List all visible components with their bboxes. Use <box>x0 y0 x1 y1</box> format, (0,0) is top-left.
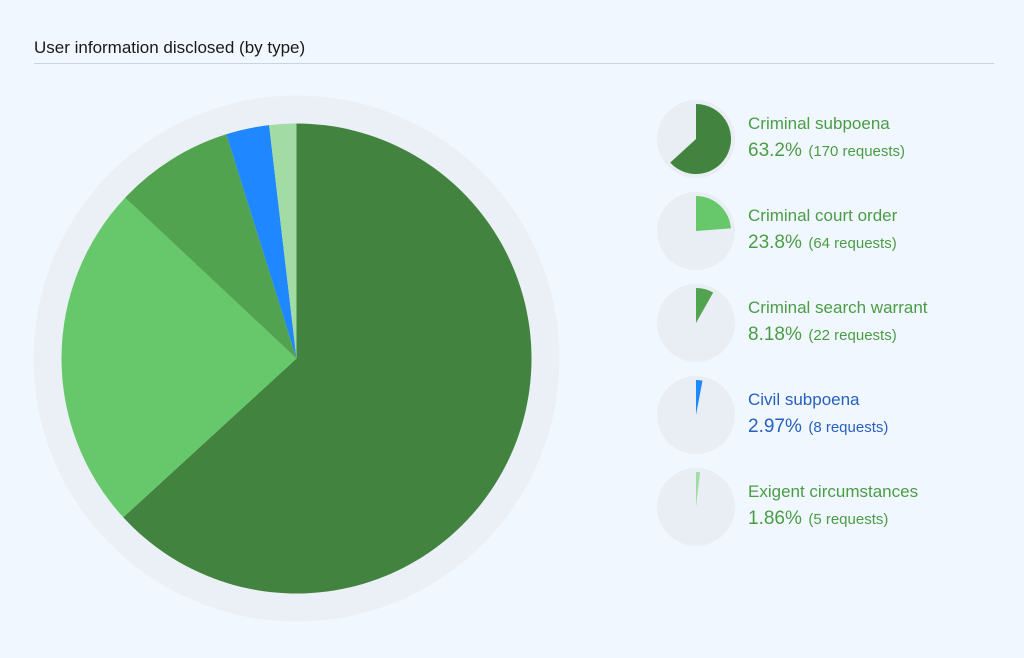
legend-value: 63.2% (170 requests) <box>748 140 905 163</box>
legend-percent: 2.97% <box>748 416 802 437</box>
pie-slice-civil-subpoena[interactable] <box>226 125 297 359</box>
legend-text: Criminal subpoena 63.2% (170 requests) <box>748 113 905 163</box>
legend-value: 1.86% (5 requests) <box>748 508 918 531</box>
legend-request-count: (8 requests) <box>808 419 889 436</box>
mini-pie-slice <box>696 196 731 231</box>
mini-pie-slice <box>696 472 701 507</box>
mini-pie-exigent-circumstances <box>657 468 735 546</box>
pie-slice-criminal-subpoena[interactable] <box>123 123 532 594</box>
legend-text: Criminal search warrant 8.18% (22 request… <box>748 297 928 347</box>
legend-value: 2.97% (8 requests) <box>748 416 888 439</box>
legend-text: Exigent circumstances 1.86% (5 requests) <box>748 481 918 531</box>
pie-slice-exigent-circumstances[interactable] <box>269 123 297 359</box>
legend-text: Criminal court order 23.8% (64 requests) <box>748 205 897 255</box>
legend-request-count: (64 requests) <box>808 235 897 252</box>
legend-request-count: (5 requests) <box>808 511 889 528</box>
mini-pie-criminal-search-warrant <box>657 284 735 362</box>
mini-pie-criminal-court-order <box>657 192 735 270</box>
legend-label: Criminal subpoena <box>748 114 890 133</box>
legend-text: Civil subpoena 2.97% (8 requests) <box>748 389 888 439</box>
legend-label: Criminal search warrant <box>748 298 928 317</box>
main-pie-chart <box>33 95 560 622</box>
legend-request-count: (170 requests) <box>808 143 906 160</box>
legend-percent: 23.8% <box>748 232 802 253</box>
chart-title: User information disclosed (by type) <box>34 38 306 57</box>
mini-pie-criminal-subpoena <box>657 100 735 178</box>
legend-value: 23.8% (64 requests) <box>748 232 897 255</box>
pie-slice-criminal-court-order[interactable] <box>61 197 297 518</box>
legend-percent: 63.2% <box>748 140 802 161</box>
mini-pie-civil-subpoena <box>657 376 735 454</box>
pie-slice-criminal-search-warrant[interactable] <box>125 134 297 359</box>
legend-label: Exigent circumstances <box>748 482 919 501</box>
mini-pie-slice <box>670 104 731 174</box>
legend-percent: 1.86% <box>748 508 802 529</box>
mini-pie-slice <box>696 288 714 323</box>
legend-label: Civil subpoena <box>748 390 860 409</box>
legend-request-count: (22 requests) <box>808 327 897 344</box>
legend-label: Criminal court order <box>748 206 898 225</box>
title-divider <box>34 63 994 64</box>
mini-pie-slice <box>696 380 703 415</box>
legend-percent: 8.18% <box>748 324 802 345</box>
legend-value: 8.18% (22 requests) <box>748 324 928 347</box>
